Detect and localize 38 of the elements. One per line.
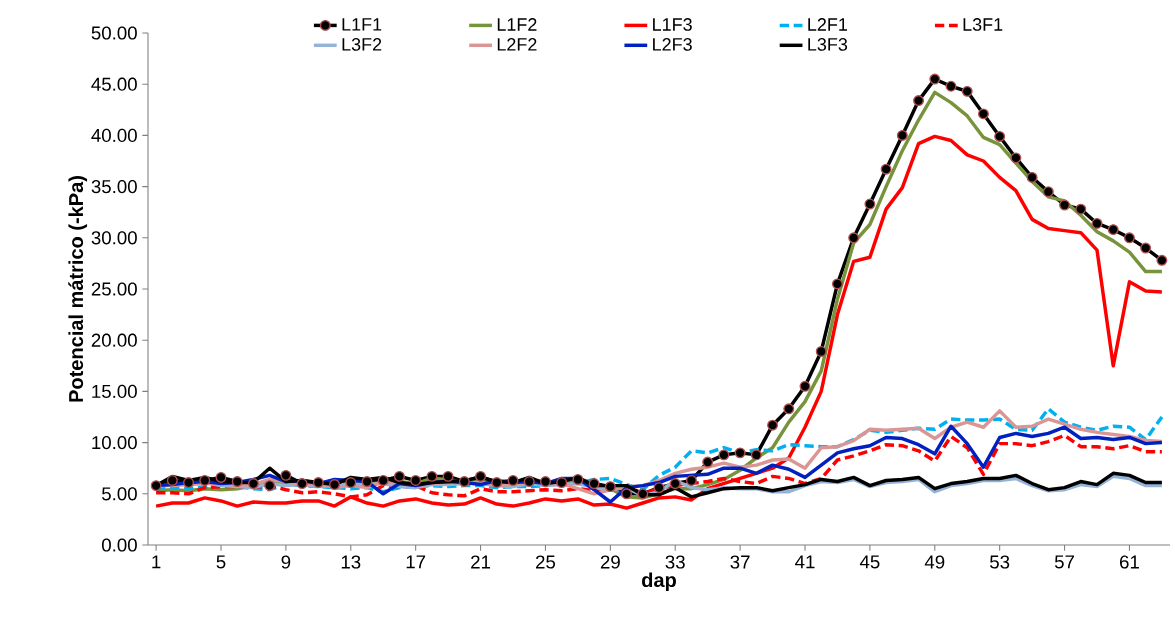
x-tick-label: 21 — [471, 555, 491, 569]
legend-label: L2F3 — [653, 38, 692, 51]
legend-label: L3F2 — [342, 38, 382, 51]
x-tick-label: 53 — [990, 555, 1010, 569]
x-tick-label: 49 — [924, 555, 945, 569]
y-axis-title: Potencial mátrico (-kPa) — [68, 176, 88, 402]
x-tick-label: 1 — [152, 555, 161, 569]
legend-label: L3F3 — [808, 38, 848, 51]
legend-label: L2F2 — [497, 38, 537, 51]
x-tick-label: 45 — [859, 555, 880, 569]
legend-label: L3F1 — [963, 18, 1003, 31]
x-tick-label: 9 — [281, 555, 291, 569]
x-tick-label: 57 — [1054, 555, 1075, 569]
y-tick-label: 35.00 — [91, 179, 137, 194]
y-tick-label: 0.00 — [102, 538, 137, 552]
x-tick-label: 37 — [730, 555, 750, 569]
legend-label: L2F1 — [808, 18, 848, 31]
legend-label: L1F3 — [653, 18, 692, 31]
x-tick-label: 5 — [216, 555, 226, 569]
x-tick-label: 61 — [1120, 555, 1139, 569]
y-tick-label: 30.00 — [91, 231, 137, 245]
x-axis-title: dap — [642, 572, 676, 592]
y-tick-label: 5.00 — [102, 487, 137, 501]
x-tick-label: 25 — [536, 555, 556, 569]
y-tick-label: 10.00 — [92, 435, 137, 450]
y-tick-label: 15.00 — [92, 384, 137, 399]
x-tick-label: 33 — [665, 555, 685, 569]
x-tick-label: 29 — [600, 555, 620, 569]
legend-label: L1F1 — [342, 18, 382, 31]
y-tick-label: 40.00 — [91, 128, 137, 143]
legend-label: L1F2 — [497, 18, 537, 31]
y-tick-label: 45.00 — [91, 77, 137, 91]
y-tick-label: 20.00 — [91, 333, 137, 347]
x-tick-label: 17 — [406, 555, 426, 569]
x-tick-label: 13 — [341, 555, 361, 569]
x-tick-label: 41 — [795, 555, 815, 569]
y-tick-label: 50.00 — [91, 26, 137, 40]
y-tick-label: 25.00 — [91, 282, 137, 296]
